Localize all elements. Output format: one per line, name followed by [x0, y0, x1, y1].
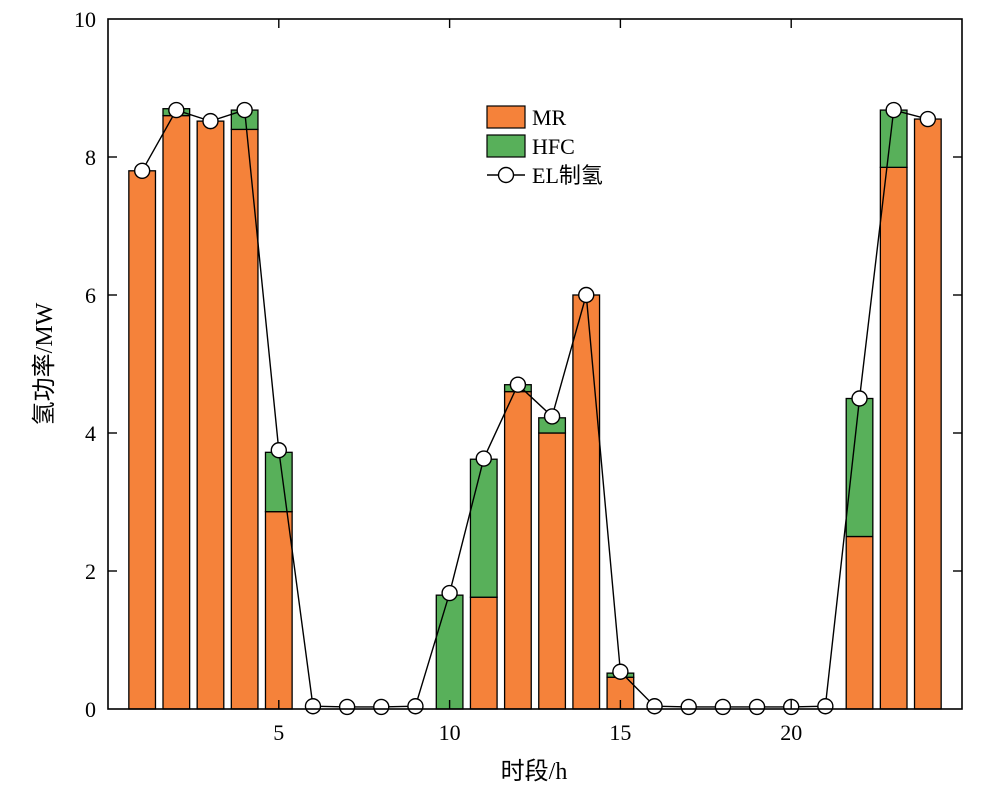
point-el-8	[373, 698, 390, 716]
y-axis-label: 氢功率/MW	[31, 302, 58, 425]
y-tick-label-10: 10	[74, 7, 96, 32]
points-layer	[133, 101, 937, 716]
bar-mr-11	[469, 596, 498, 710]
y-tick-label-8: 8	[85, 145, 96, 170]
point-el-7	[338, 698, 356, 716]
bar-mr-4	[230, 128, 259, 710]
point-el-13	[543, 408, 561, 425]
point-el-16	[646, 698, 663, 715]
bars-layer	[128, 108, 942, 710]
point-el-5	[270, 442, 287, 459]
bar-mr-23	[879, 166, 908, 710]
y-tick-label-2: 2	[85, 559, 96, 584]
bar-mr-13	[538, 432, 567, 710]
legend-label-mr: MR	[532, 105, 567, 130]
point-el-19	[748, 698, 766, 716]
point-el-6	[304, 698, 322, 715]
point-el-14	[578, 286, 595, 304]
point-el-11	[475, 450, 492, 467]
bar-mr-12	[503, 390, 532, 710]
point-el-9	[407, 698, 424, 715]
point-el-12	[509, 376, 527, 393]
bar-hfc-23	[879, 109, 908, 169]
bar-mr-2	[162, 114, 191, 710]
legend-label-el: EL制氢	[532, 163, 603, 188]
line-el-production	[141, 109, 929, 708]
bar-hfc-10	[435, 594, 464, 710]
point-el-24	[919, 110, 937, 128]
point-el-22	[851, 390, 868, 407]
tick-labels-layer: 5 10 15 20 0 2 4 6 8 10	[74, 7, 802, 745]
point-el-4	[236, 101, 253, 119]
point-el-18	[714, 698, 732, 716]
x-axis-label: 时段/h	[501, 758, 568, 785]
bar-hfc-5	[264, 451, 293, 513]
point-el-15	[612, 663, 629, 680]
point-el-1	[133, 162, 151, 180]
bar-mr-1	[128, 170, 157, 710]
plot-frame	[107, 18, 963, 710]
legend-swatch-hfc	[486, 134, 526, 158]
point-el-17	[680, 698, 697, 716]
legend-marker-el	[497, 166, 515, 184]
legend-swatch-mr	[486, 105, 526, 129]
x-tick-label-15: 15	[609, 720, 631, 745]
x-tick-label-10: 10	[439, 720, 461, 745]
x-tick-label-5: 5	[273, 720, 284, 745]
legend-label-hfc: HFC	[532, 134, 575, 159]
bar-mr-24	[913, 118, 942, 710]
point-el-21	[817, 698, 834, 715]
y-tick-label-4: 4	[85, 421, 96, 446]
bar-mr-5	[264, 511, 293, 710]
bar-hfc-22	[845, 397, 874, 538]
line-layer	[141, 109, 929, 708]
point-el-23	[885, 101, 902, 119]
y-tick-label-6: 6	[85, 283, 96, 308]
legend: MR HFC EL制氢	[486, 105, 603, 188]
point-el-2	[168, 101, 185, 119]
bar-mr-22	[845, 535, 874, 710]
y-tick-label-0: 0	[85, 697, 96, 722]
bar-hfc-11	[469, 458, 498, 598]
point-el-3	[202, 112, 219, 130]
point-el-10	[441, 584, 458, 602]
bar-mr-3	[196, 120, 225, 710]
bar-mr-14	[572, 294, 601, 710]
x-tick-label-20: 20	[780, 720, 802, 745]
ticks-layer	[108, 19, 962, 709]
